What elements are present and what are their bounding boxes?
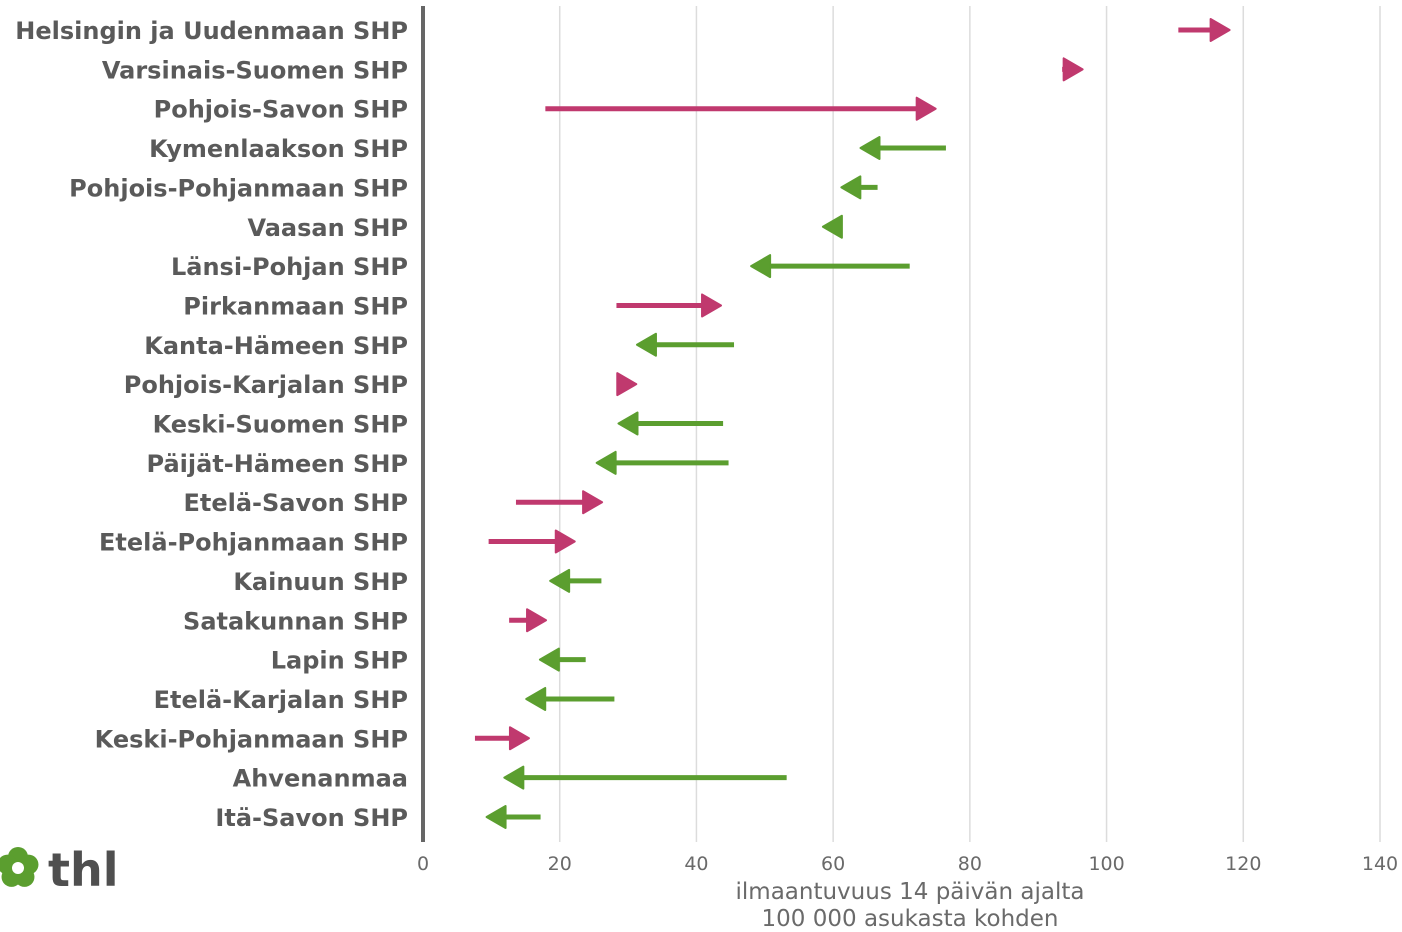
arrow-mark [616,372,638,397]
arrow-head [821,214,843,239]
arrow-mark [750,254,910,279]
flower-center [12,862,24,874]
arrow-head [616,372,638,397]
arrow-mark [545,96,937,121]
x-tick-labels: 0 20 40 60 80 100 120 140 [417,853,1398,875]
arrow-head [485,805,507,829]
arrow-mark [595,450,729,475]
thl-logo: thl [0,843,119,897]
arrow-head [595,450,617,475]
category-label: Itä-Savon SHP [215,804,408,832]
category-label: Etelä-Pohjanmaan SHP [99,529,408,557]
x-axis-title-line-2: 100 000 asukasta kohden [762,906,1059,932]
category-label: Kainuun SHP [233,568,408,596]
category-label: Pohjois-Savon SHP [154,96,408,124]
category-label: Etelä-Karjalan SHP [154,686,408,714]
arrow-head [859,136,881,161]
arrow-head [508,726,530,751]
category-label: Päijät-Hämeen SHP [147,450,408,478]
x-tick-label: 0 [417,853,429,875]
arrow-mark [515,490,604,515]
category-label: Vaasan SHP [247,214,408,242]
category-label: Kanta-Hämeen SHP [144,332,408,360]
arrow-head [554,529,576,554]
arrow-mark [503,765,787,790]
arrow-head [617,411,639,436]
category-label: Keski-Pohjanmaan SHP [95,725,408,753]
category-label: Pohjois-Karjalan SHP [124,371,408,399]
x-tick-label: 80 [958,853,982,875]
category-label: Lapin SHP [271,647,408,675]
arrow-mark [1178,18,1231,42]
category-label: Satakunnan SHP [183,607,408,635]
arrow-mark [525,686,615,711]
arrow-mark [509,608,548,633]
arrow-head [1062,57,1084,82]
category-label: Etelä-Savon SHP [183,489,408,517]
x-tick-label: 40 [684,853,708,875]
arrow-head [915,96,937,121]
arrow-layer [474,18,1231,829]
x-tick-label: 140 [1362,853,1398,875]
category-label: Varsinais-Suomen SHP [102,56,408,84]
category-label: Pohjois-Pohjanmaan SHP [69,174,408,202]
grid-layer [558,6,1381,842]
x-axis-title-line-1: ilmaantuvuus 14 päivän ajalta [736,879,1085,905]
category-label: Kymenlaakson SHP [149,135,408,163]
arrow-head [503,765,525,790]
arrow-mark [488,529,576,554]
arrow-head [840,175,862,200]
category-label: Ahvenanmaa [233,765,408,793]
category-label: Keski-Suomen SHP [153,411,408,439]
category-label: Helsingin ja Uudenmaan SHP [15,17,408,45]
category-labels: Helsingin ja Uudenmaan SHP Varsinais-Suom… [15,17,408,832]
arrow-mark [616,293,723,318]
arrow-mark [549,568,602,593]
flower-icon [0,847,39,887]
logo-text: thl [48,843,119,897]
arrow-mark [635,332,735,357]
x-tick-label: 100 [1088,853,1124,875]
arrow-head [526,608,548,633]
arrow-head [582,490,604,515]
arrow-mark [538,647,586,672]
arrow-mark [821,214,843,239]
arrow-mark [1062,57,1084,82]
arrow-mark [840,175,878,200]
category-label: Pirkanmaan SHP [183,292,408,320]
category-label: Länsi-Pohjan SHP [171,253,408,281]
arrow-head [525,686,547,711]
arrow-head [538,647,560,672]
arrow-head [701,293,723,318]
arrow-mark [474,726,530,751]
x-tick-label: 20 [548,853,572,875]
x-tick-label: 60 [821,853,845,875]
arrow-head [635,332,657,357]
x-tick-label: 120 [1225,853,1261,875]
arrow-head [750,254,772,279]
arrow-head [1209,18,1231,42]
arrow-mark [617,411,724,436]
arrow-head [549,568,571,593]
arrow-mark [859,136,946,161]
arrow-mark [485,805,541,829]
